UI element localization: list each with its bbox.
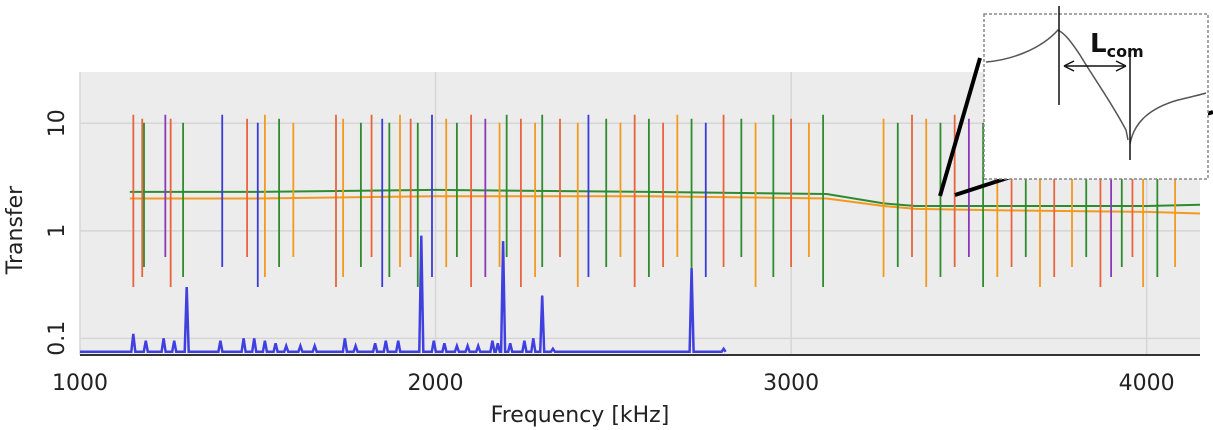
y-tick-label: 1 — [45, 224, 70, 238]
blue-series — [80, 235, 727, 354]
inset-label-sub: com — [1107, 42, 1144, 61]
inset-box — [983, 13, 1209, 180]
x-axis-label: Frequency [kHz] — [491, 403, 670, 428]
inset-label-main: L — [1090, 29, 1107, 59]
baseline-series — [129, 188, 1201, 215]
x-tick-label: 4000 — [1119, 371, 1175, 396]
x-tick-label: 2000 — [408, 371, 464, 396]
inset-arrowhead-right — [1115, 60, 1127, 72]
resonance-lines — [132, 114, 1177, 288]
y-tick-label: 0.1 — [45, 321, 70, 356]
baseline-series-1 — [129, 188, 1201, 207]
inset-label: Lcom — [1090, 29, 1144, 61]
zoom-connector-solid-2 — [954, 180, 996, 197]
baseline-series-0 — [129, 195, 1201, 215]
x-tick-label: 3000 — [763, 371, 819, 396]
y-tick-label: 10 — [45, 109, 70, 137]
inset-curve-left — [985, 29, 1129, 141]
zoom-connector-solid — [938, 57, 982, 197]
x-tick-label: 1000 — [52, 371, 108, 396]
x-tick-labels: 1000 2000 3000 4000 — [52, 371, 1175, 396]
zoom-inset: Lcom — [983, 6, 1209, 180]
y-tick-labels: 10 1 0.1 — [45, 109, 70, 355]
inset-arrowhead-left — [1063, 60, 1075, 72]
inset-curve-right — [1129, 92, 1207, 145]
y-axis-label: Transfer — [3, 185, 28, 275]
